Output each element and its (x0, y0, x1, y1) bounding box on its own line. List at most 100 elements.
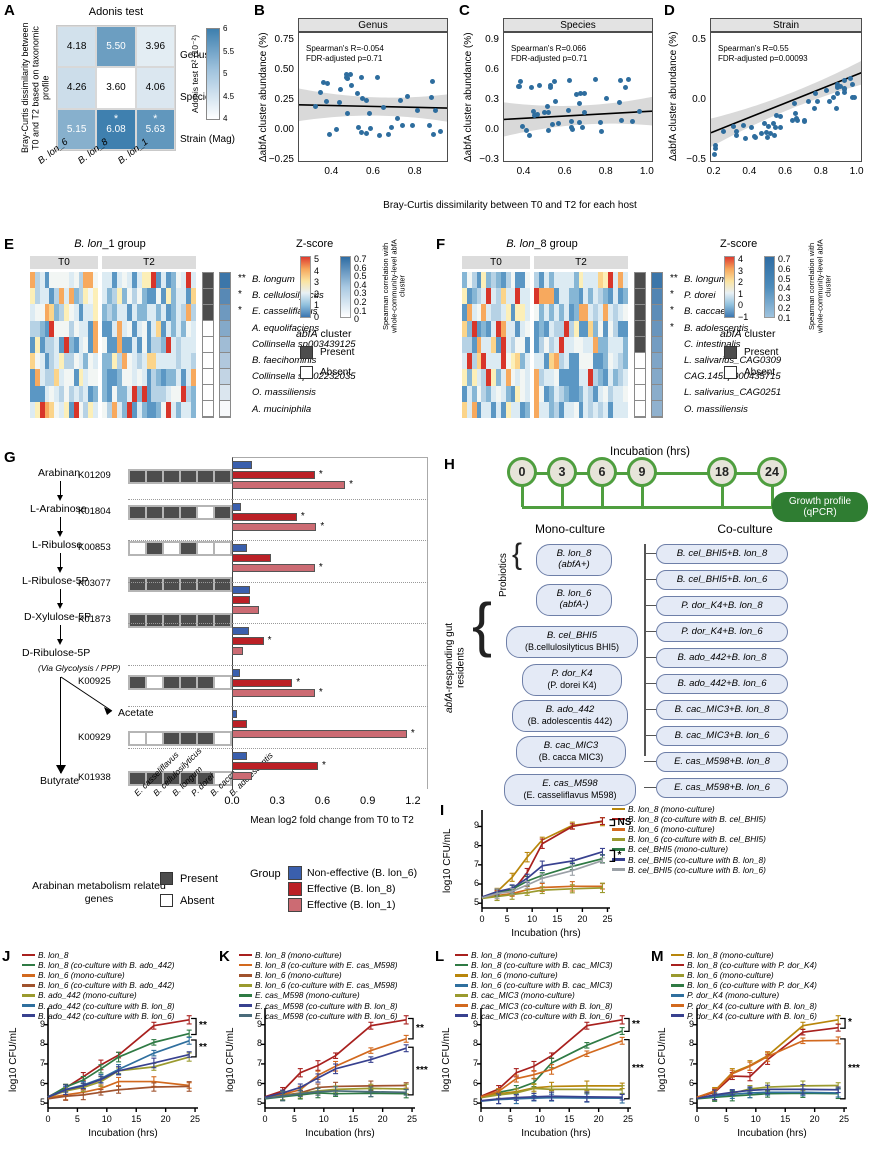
co-culture-pill[interactable]: B. ado_442+B. lon_8 (656, 648, 788, 668)
heatmap-cell (598, 401, 604, 418)
co-culture-pill[interactable]: E. cas_M598+B. lon_6 (656, 778, 788, 798)
heatmap-cell (543, 401, 549, 418)
co-culture-pill[interactable]: P. dor_K4+B. lon_8 (656, 596, 788, 616)
heatmap-cell (618, 336, 624, 354)
species-name: A. equolifaciens (252, 322, 320, 334)
abfa-presence-cell (203, 369, 213, 385)
correlation-cell (652, 337, 662, 353)
mono-culture-pill[interactable]: B. lon_8 (abfA+) (536, 544, 612, 576)
heatmap-cell (491, 288, 496, 305)
co-culture-pill[interactable]: B. cac_MIC3+B. lon_6 (656, 726, 788, 746)
resident-pill[interactable]: P. dor_K4 (P. dorei K4) (522, 664, 622, 696)
heatmap-cell (471, 304, 477, 321)
pathway-metabolite: L-Ribulose (32, 539, 83, 551)
resident-pill[interactable]: B. cac_MIC3 (B. cacca MIC3) (516, 736, 626, 768)
heatmap-cell (583, 385, 589, 402)
species-name: L. salivarius_CAG0309 (684, 355, 782, 366)
heatmap-cell (613, 369, 619, 386)
panel-f-zscore-bar (724, 256, 735, 318)
heatmap-cell (568, 304, 574, 321)
co-culture-pill[interactable]: B. ado_442+B. lon_6 (656, 674, 788, 694)
growth-ylabel: log10 CFU/mL (225, 1027, 236, 1093)
resident-pill[interactable]: B. ado_442 (B. adolescentis 442) (512, 700, 628, 732)
co-culture-pill[interactable]: B. cel_BHI5+B. lon_8 (656, 544, 788, 564)
timepoint-node[interactable]: 6 (587, 457, 617, 487)
heatmap-cell (578, 401, 584, 418)
pathway-metabolite: L-Arabinose (30, 503, 87, 515)
legend-tick: 0.4 (354, 279, 367, 290)
heatmap-cell (618, 385, 624, 402)
timepoint-node[interactable]: 24 (757, 457, 787, 487)
panel-b-plot-area (298, 32, 448, 162)
growth-y-tick: 5 (688, 1097, 694, 1108)
mono-culture-pill[interactable]: B. lon_6 (abfA-) (536, 584, 612, 616)
growth-ylabel: log10 CFU/mL (442, 828, 453, 894)
heatmap-cell (603, 401, 609, 418)
heatmap-cell (548, 288, 554, 305)
resident-pill[interactable]: B. cel_BHI5 (B.cellulosilyticus BHI5) (506, 626, 638, 658)
pathway-via-note: (Via Glycolysis / PPP) (38, 663, 121, 673)
y-tick-label: 0.25 (274, 94, 294, 105)
y-tick-label: 0.5 (692, 34, 706, 45)
heatmap-cell (608, 288, 614, 305)
scatter-point (712, 152, 718, 158)
heatmap-cell (78, 369, 84, 386)
co-culture-pill[interactable]: B. cel_BHI5+B. lon_6 (656, 570, 788, 590)
heatmap-cell (525, 288, 530, 305)
species-name: A. muciniphila (252, 403, 312, 415)
heatmap-cell (166, 288, 172, 305)
ko-identifier: K03077 (78, 578, 111, 589)
co-culture-connector (644, 787, 656, 789)
co-culture-label: B. ado_442+B. lon_8 (677, 651, 767, 663)
heatmap-cell (83, 336, 89, 354)
heatmap-cell (471, 385, 477, 402)
heatmap-cell (30, 369, 35, 386)
timepoint-node[interactable]: 3 (547, 457, 577, 487)
adonis-colorbar (206, 28, 220, 120)
timepoint-node[interactable]: 18 (707, 457, 737, 487)
pathway-arrow (60, 625, 61, 641)
heatmap-cell (500, 401, 506, 418)
heatmap-cell (44, 385, 50, 402)
heatmap-cell (558, 353, 564, 370)
confidence-band (504, 96, 652, 137)
adonis-colorbar-title: Adonis test R² (10⁻²) (190, 34, 200, 114)
legend-entry: E. cas_M598 (co-culture with B. lon_6) (239, 1011, 398, 1021)
heatmap-cell (68, 369, 74, 386)
scatter-point (523, 128, 529, 134)
colorbar-tick: 5 (223, 69, 228, 78)
co-culture-connector (644, 605, 656, 607)
heatmap-cell (520, 288, 526, 305)
co-culture-pill[interactable]: E. cas_M598+B. lon_8 (656, 752, 788, 772)
timepoint-node[interactable]: 9 (627, 457, 657, 487)
timepoint-node[interactable]: 0 (507, 457, 537, 487)
scatter-point (343, 72, 349, 78)
gene-group-divider (128, 747, 232, 749)
heatmap-cell (525, 369, 530, 386)
heatmap-cell (593, 320, 599, 337)
co-culture-pill[interactable]: B. cac_MIC3+B. lon_8 (656, 700, 788, 720)
co-culture-pill[interactable]: P. dor_K4+B. lon_6 (656, 622, 788, 642)
legend-tick: 0.5 (778, 273, 791, 284)
panel-c-annotation: Spearman's R=0.066 FDR-adjusted p=0.71 (511, 44, 588, 63)
abfa-presence-cell (635, 321, 645, 337)
panel-b-letter: B (254, 2, 265, 19)
bar-significance-star: * (349, 479, 353, 490)
correlation-cell (652, 289, 662, 305)
heatmap-cell (578, 385, 584, 402)
legend-entry: B. cel_BHI5 (mono-culture) (612, 844, 766, 854)
resident-pill[interactable]: E. cas_M598 (E. casseliflavus M598) (504, 774, 636, 806)
species-name: E. casseliflavus (252, 306, 318, 318)
scatter-point (764, 135, 770, 141)
scatter-point (812, 105, 818, 111)
heatmap-cell (59, 272, 64, 289)
heatmap-cell (151, 272, 157, 289)
heatmap-cell (126, 401, 132, 418)
legend-line-swatch (612, 817, 625, 821)
legend-label: P. dor_K4 (mono-culture) (687, 990, 780, 1001)
scatter-point (730, 123, 736, 129)
gene-presence-cell (163, 614, 180, 627)
heatmap-cell (64, 320, 69, 337)
growth-x-tick: 25 (407, 1114, 418, 1124)
growth-x-tick: 0 (45, 1114, 51, 1124)
